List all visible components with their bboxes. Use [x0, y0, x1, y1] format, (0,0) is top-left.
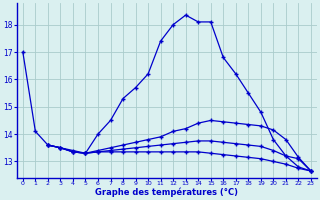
X-axis label: Graphe des températures (°C): Graphe des températures (°C) [95, 188, 238, 197]
